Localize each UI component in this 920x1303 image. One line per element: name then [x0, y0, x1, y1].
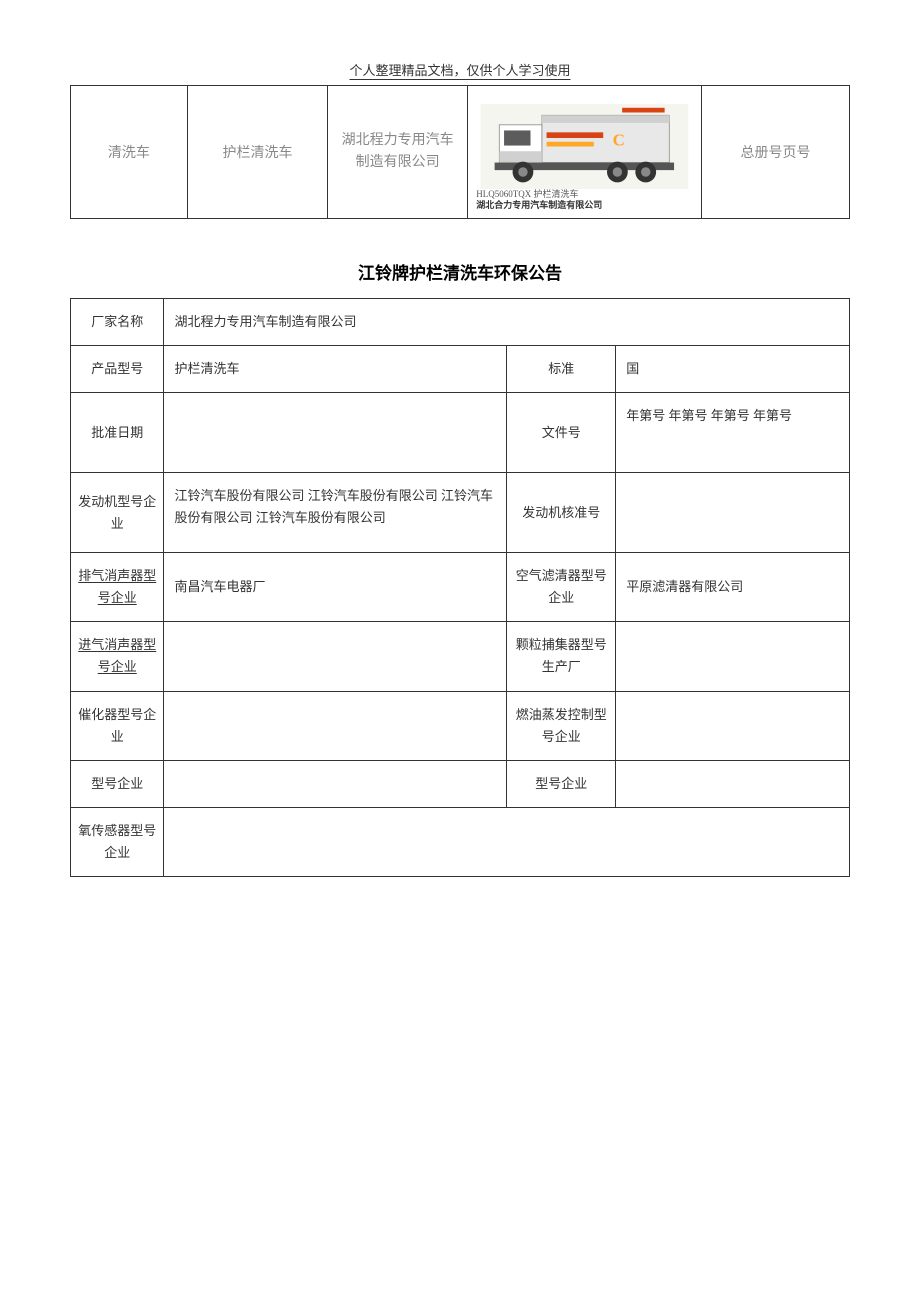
table-row: 排气消声器型号企业 南昌汽车电器厂 空气滤清器型号企业 平原滤清器有限公司: [71, 553, 850, 622]
cell-label-model-company-2: 型号企业: [507, 760, 616, 807]
cell-label-approval-date: 批准日期: [71, 393, 164, 473]
caption-line-2: 湖北合力专用汽车制造有限公司: [476, 200, 602, 212]
cell-label-catalyst: 催化器型号企业: [71, 691, 164, 760]
top-info-table: 清洗车 护栏清洗车 湖北程力专用汽车制造有限公司 C: [70, 85, 850, 219]
cell-manufacturer: 湖北程力专用汽车制造有限公司: [328, 86, 468, 219]
cell-label-particle-trap: 颗粒捕集器型号生产厂: [507, 622, 616, 691]
cell-value-o2-sensor: [164, 807, 850, 876]
document-header-note: 个人整理精品文档，仅供个人学习使用: [70, 60, 850, 79]
caption-line-1: HLQ5060TQX 护栏清洗车: [476, 189, 602, 201]
cell-value-catalyst: [164, 691, 507, 760]
truck-image-container: C HLQ5060TQX 护栏清洗车: [474, 92, 695, 212]
cell-value-engine: 江铃汽车股份有限公司 江铃汽车股份有限公司 江铃汽车股份有限公司 江铃汽车股份有…: [164, 473, 507, 553]
label-text: 进气消声器型号企业: [78, 637, 156, 674]
table-row: 清洗车 护栏清洗车 湖北程力专用汽车制造有限公司 C: [71, 86, 850, 219]
section-title: 江铃牌护栏清洗车环保公告: [70, 259, 850, 284]
cell-value-intake-muffler: [164, 622, 507, 691]
cell-product-image: C HLQ5060TQX 护栏清洗车: [468, 86, 702, 219]
cell-value-air-filter: 平原滤清器有限公司: [616, 553, 850, 622]
cell-category: 清洗车: [71, 86, 188, 219]
cell-label-engine-approval: 发动机核准号: [507, 473, 616, 553]
table-row: 厂家名称 湖北程力专用汽车制造有限公司: [71, 299, 850, 346]
table-row: 氧传感器型号企业: [71, 807, 850, 876]
table-row: 进气消声器型号企业 颗粒捕集器型号生产厂: [71, 622, 850, 691]
table-row: 产品型号 护栏清洗车 标准 国: [71, 346, 850, 393]
cell-value-doc-number: 年第号 年第号 年第号 年第号: [616, 393, 850, 473]
cell-value-model-company-2: [616, 760, 850, 807]
cell-label-intake-muffler: 进气消声器型号企业: [71, 622, 164, 691]
cell-value-exhaust-muffler: 南昌汽车电器厂: [164, 553, 507, 622]
document-page: 个人整理精品文档，仅供个人学习使用 清洗车 护栏清洗车 湖北程力专用汽车制造有限…: [0, 0, 920, 917]
cell-value-approval-date: [164, 393, 507, 473]
table-row: 发动机型号企业 江铃汽车股份有限公司 江铃汽车股份有限公司 江铃汽车股份有限公司…: [71, 473, 850, 553]
cell-label-fuel-evap: 燃油蒸发控制型号企业: [507, 691, 616, 760]
table-row: 批准日期 文件号 年第号 年第号 年第号 年第号: [71, 393, 850, 473]
cell-label-model: 产品型号: [71, 346, 164, 393]
cell-value-engine-approval: [616, 473, 850, 553]
cell-value-model-company-1: [164, 760, 507, 807]
table-row: 型号企业 型号企业: [71, 760, 850, 807]
cell-page-number: 总册号页号: [701, 86, 849, 219]
svg-text:C: C: [613, 130, 625, 149]
spec-table: 厂家名称 湖北程力专用汽车制造有限公司 产品型号 护栏清洗车 标准 国 批准日期…: [70, 298, 850, 877]
cell-value-standard: 国: [616, 346, 850, 393]
cell-value-model: 护栏清洗车: [164, 346, 507, 393]
cell-value-manufacturer: 湖北程力专用汽车制造有限公司: [164, 299, 850, 346]
truck-caption: HLQ5060TQX 护栏清洗车 湖北合力专用汽车制造有限公司: [474, 189, 602, 212]
cell-label-model-company-1: 型号企业: [71, 760, 164, 807]
cell-label-doc-number: 文件号: [507, 393, 616, 473]
cell-subcategory: 护栏清洗车: [187, 86, 327, 219]
truck-icon: C: [474, 104, 695, 189]
cell-label-o2-sensor: 氧传感器型号企业: [71, 807, 164, 876]
label-text: 排气消声器型号企业: [78, 568, 156, 605]
table-row: 催化器型号企业 燃油蒸发控制型号企业: [71, 691, 850, 760]
cell-value-particle-trap: [616, 622, 850, 691]
cell-label-manufacturer: 厂家名称: [71, 299, 164, 346]
cell-value-fuel-evap: [616, 691, 850, 760]
cell-label-engine: 发动机型号企业: [71, 473, 164, 553]
cell-label-exhaust-muffler: 排气消声器型号企业: [71, 553, 164, 622]
cell-label-air-filter: 空气滤清器型号企业: [507, 553, 616, 622]
cell-label-standard: 标准: [507, 346, 616, 393]
